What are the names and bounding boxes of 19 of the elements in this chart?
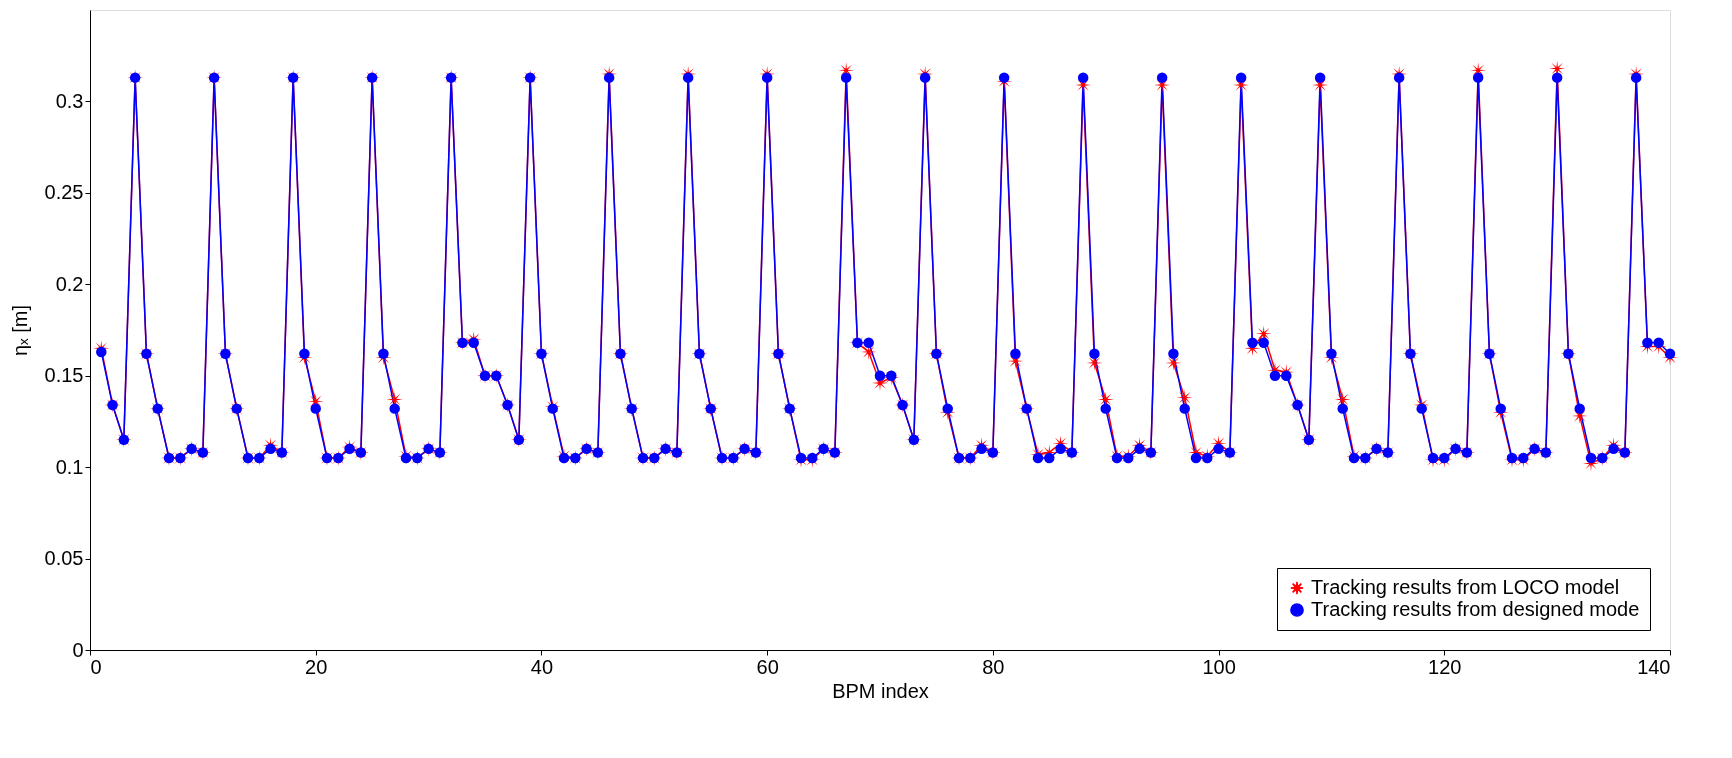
x-axis-title: BPM index	[832, 679, 929, 702]
y-tick-label: 0.1	[55, 455, 84, 478]
x-tick-label: 120	[1428, 655, 1462, 678]
x-tick-label: 40	[530, 655, 554, 678]
x-tick-label: 80	[982, 655, 1005, 678]
x-tick-label: 100	[1202, 655, 1236, 678]
y-tick-label: 0.05	[44, 547, 84, 570]
y-axis-title: ηₓ [m]	[8, 304, 31, 357]
legend-label: Tracking results from LOCO model	[1311, 576, 1620, 598]
x-tick-label: 0	[90, 655, 102, 678]
x-tick-label: 20	[305, 655, 328, 678]
y-tick-label: 0.2	[55, 272, 84, 295]
y-tick-label: 0.3	[55, 89, 84, 112]
y-tick-label: 0.15	[44, 364, 84, 387]
legend-label: Tracking results from designed mode	[1311, 598, 1640, 620]
y-tick-label: 0.25	[44, 181, 84, 204]
x-tick-label: 140	[1637, 655, 1671, 678]
y-tick-label: 0	[72, 638, 84, 661]
x-tick-label: 60	[756, 655, 779, 678]
